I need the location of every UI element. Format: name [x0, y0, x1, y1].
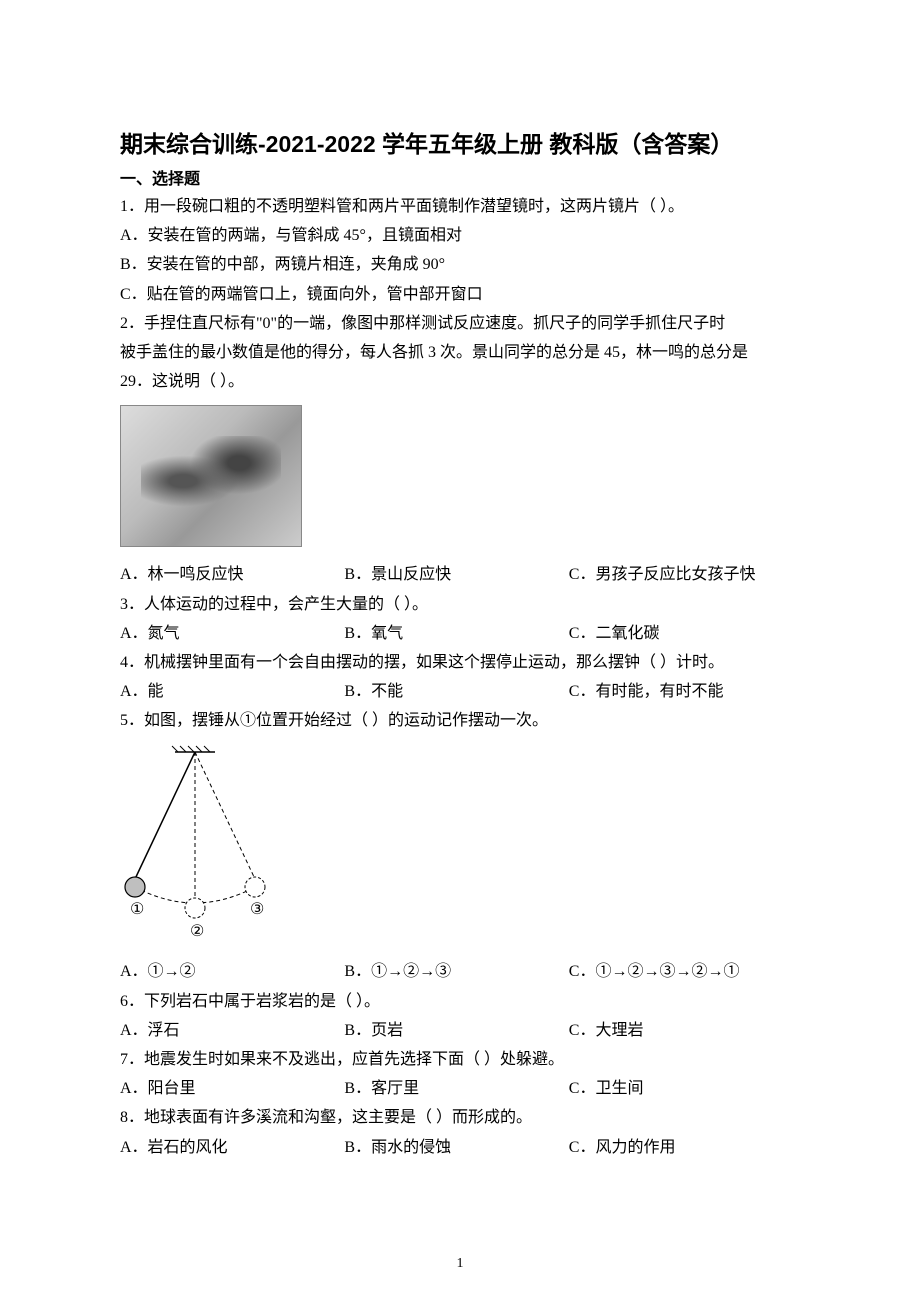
page-number: 1 [0, 1256, 920, 1272]
q3-text: 3．人体运动的过程中，会产生大量的（ ）。 [120, 591, 800, 618]
q8-text: 8．地球表面有许多溪流和沟壑，这主要是（ ）而形成的。 [120, 1104, 800, 1131]
q8-options: A．岩石的风化 B．雨水的侵蚀 C．风力的作用 [120, 1134, 800, 1161]
q2-image [120, 405, 800, 547]
q7-text: 7．地震发生时如果来不及逃出，应首先选择下面（ ）处躲避。 [120, 1046, 800, 1073]
q1-opt-b: B．安装在管的中部，两镜片相连，夹角成 90° [120, 251, 800, 278]
q2-line3: 29．这说明（ ）。 [120, 368, 800, 395]
section-heading: 一、选择题 [120, 165, 800, 189]
q7-options: A．阳台里 B．客厅里 C．卫生间 [120, 1075, 800, 1102]
q7-opt-a: A．阳台里 [120, 1075, 344, 1102]
reaction-test-photo [120, 405, 302, 547]
q8-opt-c: C．风力的作用 [569, 1134, 800, 1161]
q2-options: A．林一鸣反应快 B．景山反应快 C．男孩子反应比女孩子快 [120, 561, 800, 588]
q6-text: 6．下列岩石中属于岩浆岩的是（ ）。 [120, 988, 800, 1015]
pendulum-label-1: ① [130, 901, 144, 918]
q6-options: A．浮石 B．页岩 C．大理岩 [120, 1017, 800, 1044]
q5-options: A．①→② B．①→②→③ C．①→②→③→②→① [120, 958, 800, 985]
q1-opt-a: A．安装在管的两端，与管斜成 45°，且镜面相对 [120, 222, 800, 249]
q7-opt-c: C．卫生间 [569, 1075, 800, 1102]
page-content: 期末综合训练-2021-2022 学年五年级上册 教科版（含答案） 一、选择题 … [0, 0, 920, 1302]
q5-image: ① ② ③ [120, 744, 800, 944]
q5-text: 5．如图，摆锤从①位置开始经过（ ）的运动记作摆动一次。 [120, 707, 800, 734]
pendulum-diagram: ① ② ③ [120, 744, 270, 944]
q4-options: A．能 B．不能 C．有时能，有时不能 [120, 678, 800, 705]
q3-options: A．氮气 B．氧气 C．二氧化碳 [120, 620, 800, 647]
q1-text: 1．用一段碗口粗的不透明塑料管和两片平面镜制作潜望镜时，这两片镜片（ ）。 [120, 193, 800, 220]
q1-opt-c: C．贴在管的两端管口上，镜面向外，管中部开窗口 [120, 281, 800, 308]
q4-opt-a: A．能 [120, 678, 344, 705]
q5-opt-b: B．①→②→③ [344, 958, 568, 985]
q5-opt-c: C．①→②→③→②→① [569, 958, 800, 985]
q2-line1: 2．手捏住直尺标有"0"的一端，像图中那样测试反应速度。抓尺子的同学手抓住尺子时 [120, 310, 800, 337]
pendulum-label-2: ② [190, 923, 204, 940]
q8-opt-a: A．岩石的风化 [120, 1134, 344, 1161]
q3-opt-c: C．二氧化碳 [569, 620, 800, 647]
q3-opt-a: A．氮气 [120, 620, 344, 647]
q4-text: 4．机械摆钟里面有一个会自由摆动的摆，如果这个摆停止运动，那么摆钟（ ）计时。 [120, 649, 800, 676]
document-title: 期末综合训练-2021-2022 学年五年级上册 教科版（含答案） [120, 125, 800, 159]
pendulum-label-3: ③ [250, 901, 264, 918]
q6-opt-a: A．浮石 [120, 1017, 344, 1044]
q2-opt-a: A．林一鸣反应快 [120, 561, 344, 588]
q4-opt-b: B．不能 [344, 678, 568, 705]
q4-opt-c: C．有时能，有时不能 [569, 678, 800, 705]
q5-opt-a: A．①→② [120, 958, 344, 985]
q7-opt-b: B．客厅里 [344, 1075, 568, 1102]
q3-opt-b: B．氧气 [344, 620, 568, 647]
q8-opt-b: B．雨水的侵蚀 [344, 1134, 568, 1161]
q6-opt-c: C．大理岩 [569, 1017, 800, 1044]
q2-line2: 被手盖住的最小数值是他的得分，每人各抓 3 次。景山同学的总分是 45，林一鸣的… [120, 339, 800, 366]
q2-opt-c: C．男孩子反应比女孩子快 [569, 561, 800, 588]
q6-opt-b: B．页岩 [344, 1017, 568, 1044]
q2-opt-b: B．景山反应快 [344, 561, 568, 588]
